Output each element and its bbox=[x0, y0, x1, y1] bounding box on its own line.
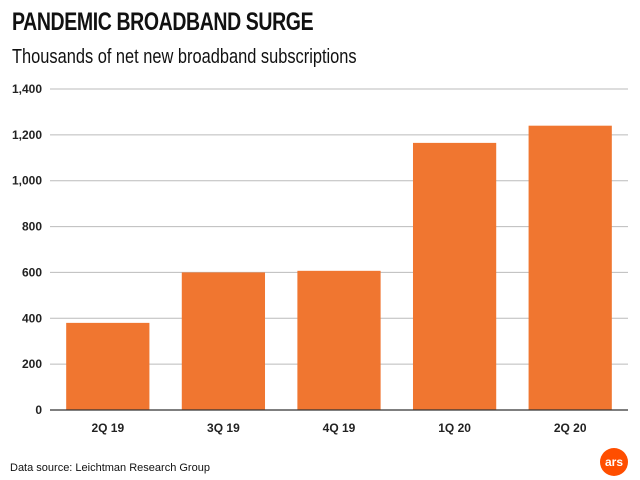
x-tick-label: 1Q 20 bbox=[438, 421, 471, 435]
y-tick-label: 1,000 bbox=[12, 174, 42, 188]
bar bbox=[181, 272, 266, 410]
data-source-note: Data source: Leichtman Research Group bbox=[10, 462, 210, 474]
bar bbox=[412, 142, 497, 410]
x-tick-label: 3Q 19 bbox=[207, 421, 240, 435]
x-tick-label: 2Q 20 bbox=[554, 421, 587, 435]
chart-title: PANDEMIC BROADBAND SURGE bbox=[12, 8, 314, 36]
y-tick-label: 800 bbox=[22, 220, 42, 234]
y-tick-label: 0 bbox=[35, 403, 42, 417]
y-tick-label: 400 bbox=[22, 311, 42, 325]
x-tick-label: 4Q 19 bbox=[323, 421, 356, 435]
x-tick-label: 2Q 19 bbox=[91, 421, 124, 435]
bar bbox=[66, 322, 150, 410]
bar bbox=[297, 270, 381, 410]
y-tick-label: 1,400 bbox=[12, 82, 42, 96]
y-tick-label: 1,200 bbox=[12, 128, 42, 142]
bar bbox=[528, 125, 612, 410]
chart-subtitle: Thousands of net new broadband subscript… bbox=[12, 46, 357, 68]
y-tick-label: 600 bbox=[22, 265, 42, 279]
ars-logo: ars bbox=[600, 448, 628, 476]
y-tick-label: 200 bbox=[22, 357, 42, 371]
